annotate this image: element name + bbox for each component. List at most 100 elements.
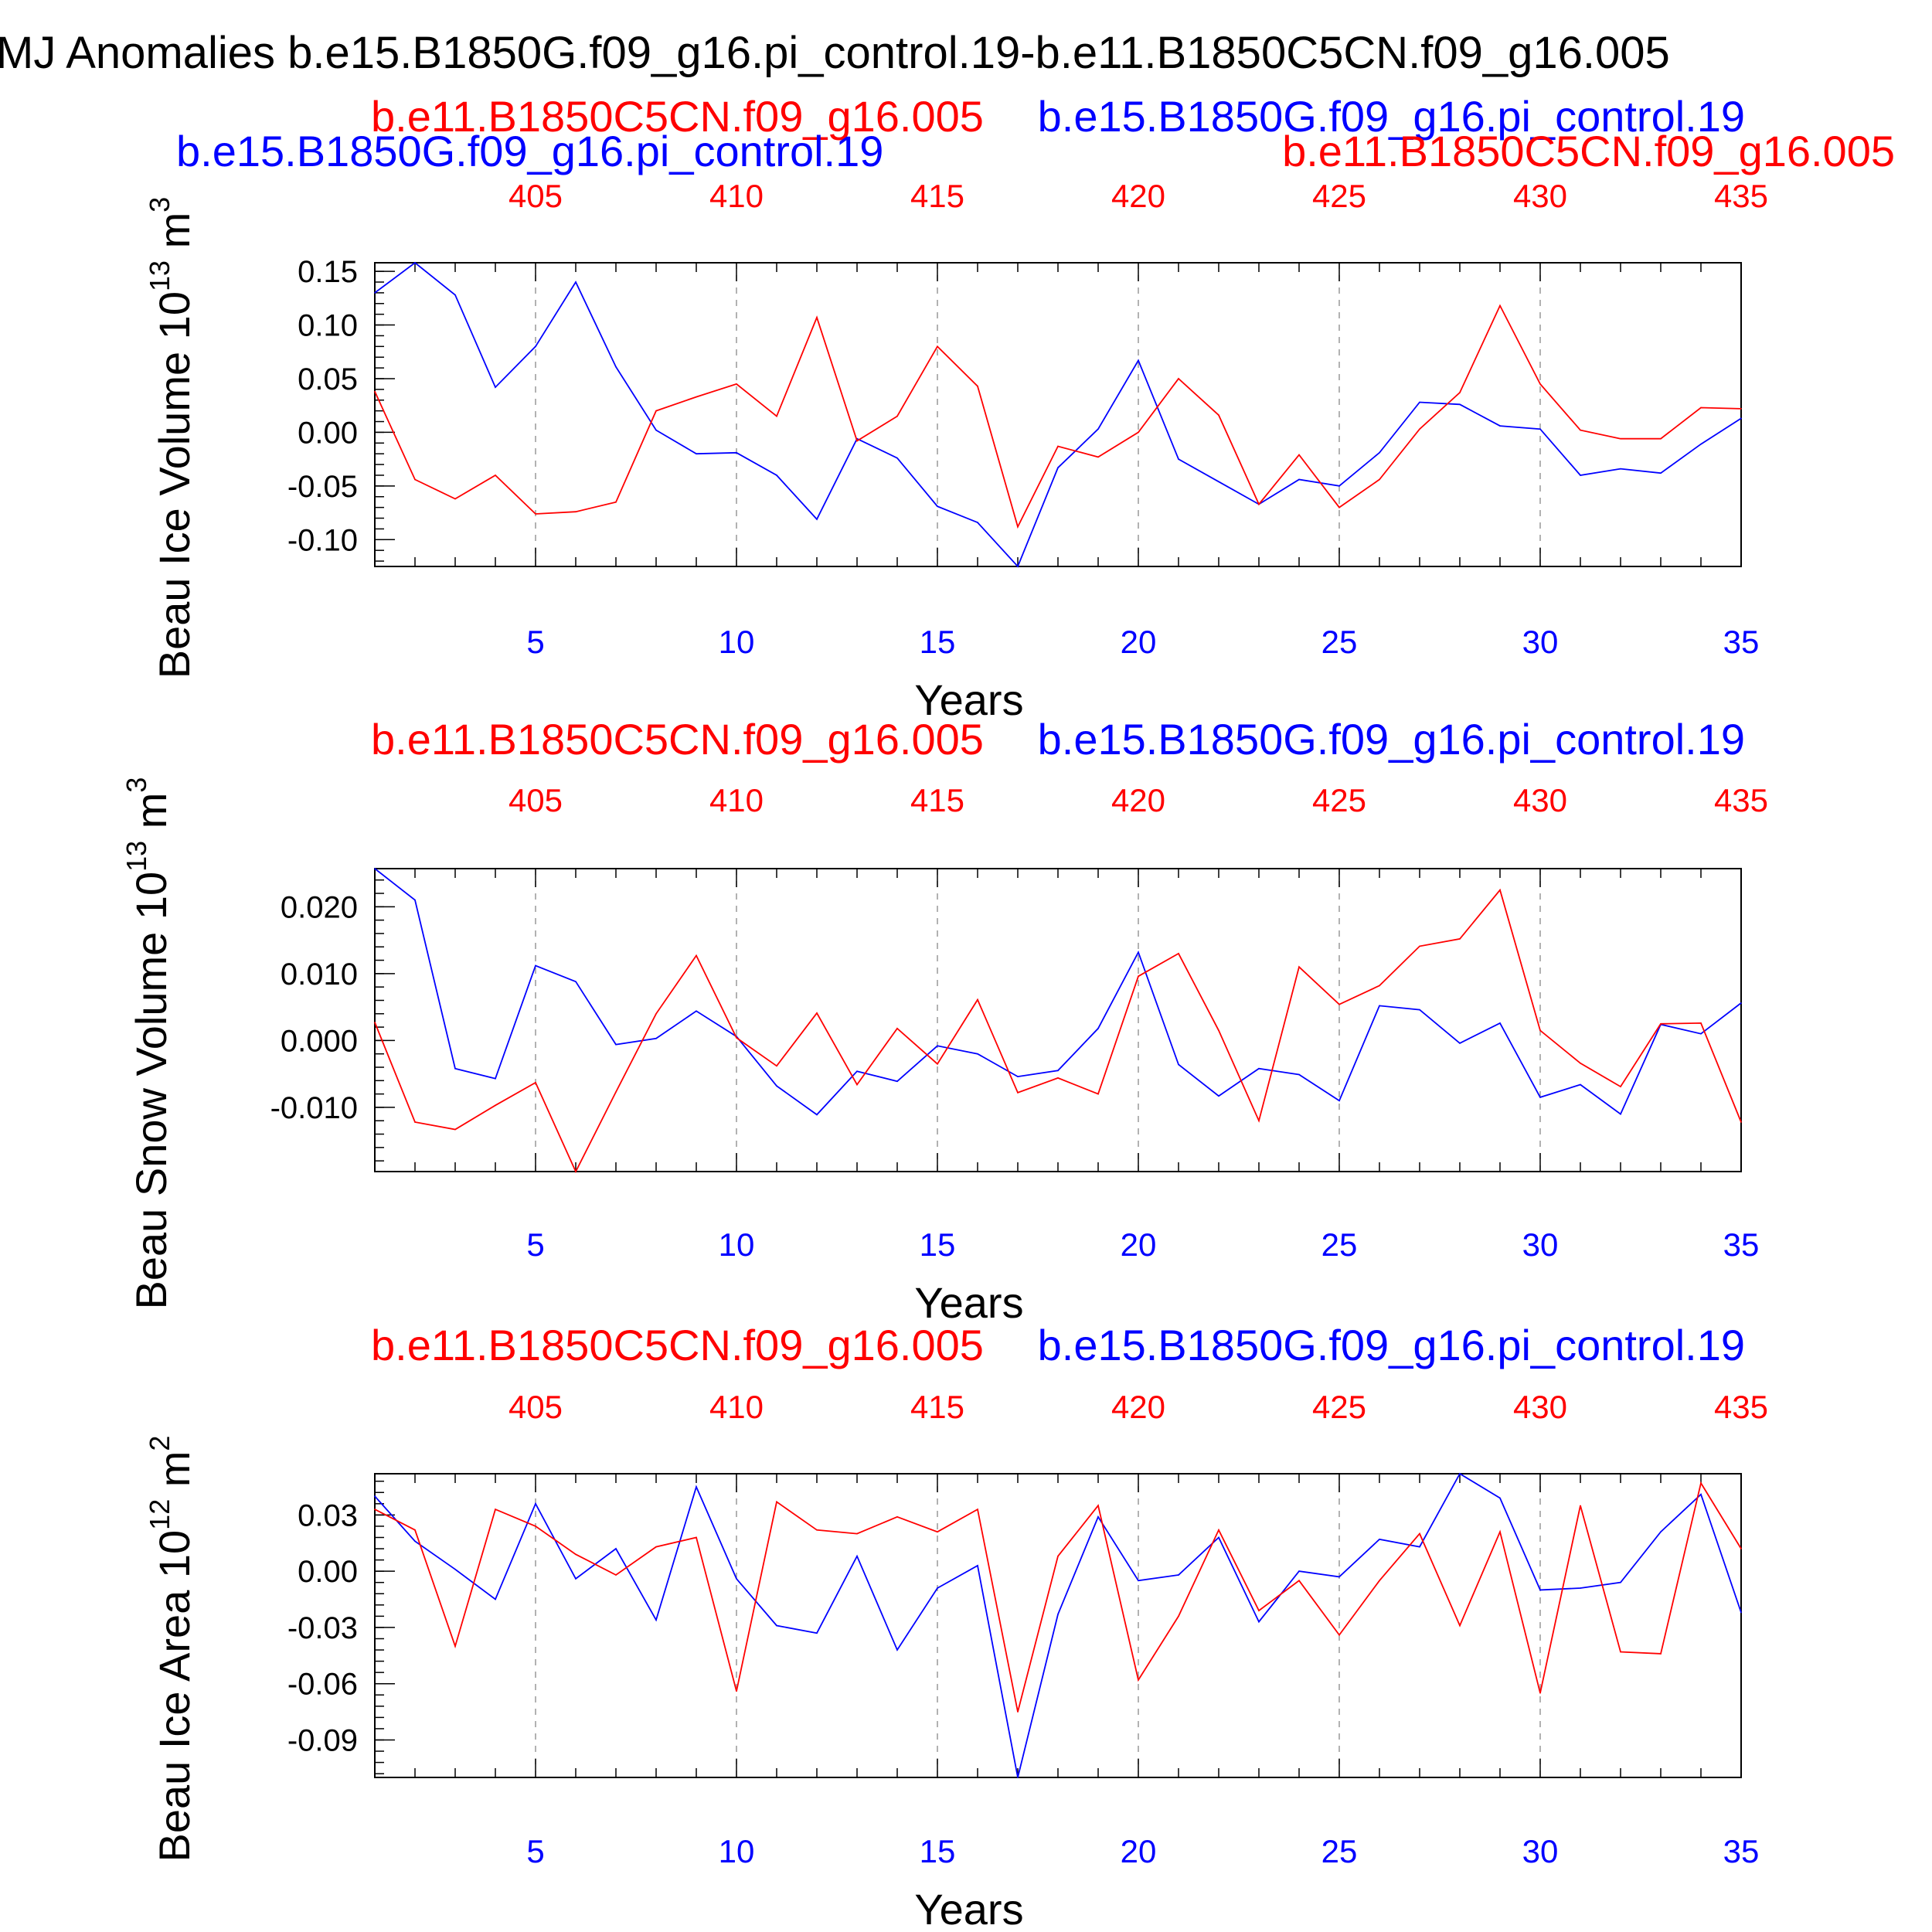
series-point-blue (696, 1486, 697, 1488)
x-tick-label-top: 430 (1513, 1389, 1567, 1425)
series-point-blue (575, 1578, 577, 1580)
x-tick-label-top: 430 (1513, 178, 1567, 214)
x-tick-label: 15 (920, 1833, 956, 1869)
series-point-blue (1057, 467, 1059, 469)
series-point-red (535, 513, 536, 515)
x-tick-label-top: 435 (1714, 178, 1768, 214)
series-point-red (1298, 966, 1300, 968)
series-point-red (1138, 975, 1139, 978)
series-point-red (1017, 1092, 1019, 1094)
series-point-blue (1660, 472, 1662, 474)
series-point-blue (1258, 1067, 1260, 1070)
series-point-blue (1740, 1611, 1742, 1614)
series-point-blue (374, 1495, 376, 1497)
series-point-blue (1539, 428, 1541, 430)
series-point-blue (856, 1555, 858, 1557)
series-point-blue (1338, 1100, 1340, 1102)
series-point-red (776, 1065, 777, 1067)
series-point-blue (414, 1540, 416, 1543)
series-point-red (1057, 1555, 1059, 1557)
series-point-blue (776, 1624, 777, 1627)
y-tick-label: -0.10 (287, 523, 358, 557)
series-point-red (615, 501, 617, 503)
series-point-blue (696, 453, 697, 454)
series-point-red (1700, 406, 1702, 409)
series-point-red (977, 1509, 978, 1510)
series-point-blue (414, 899, 416, 901)
series-point-blue (575, 981, 577, 983)
series-point-red (1017, 526, 1019, 528)
series-point-red (856, 1532, 858, 1535)
series-point-blue (937, 1587, 938, 1589)
series-point-blue (896, 1649, 898, 1651)
series-point-red (655, 410, 657, 412)
series-point-blue (615, 1043, 617, 1046)
series-point-red (977, 998, 978, 1001)
x-tick-label-top: 425 (1312, 782, 1366, 818)
series-point-red (1419, 945, 1420, 947)
series-point-blue (374, 868, 376, 869)
x-tick-label: 25 (1321, 1833, 1358, 1869)
x-tick-label-top: 415 (910, 782, 964, 818)
series-point-red (575, 1171, 577, 1172)
y-tick-label: -0.06 (287, 1668, 358, 1702)
series-point-red (615, 1091, 617, 1093)
series-point-red (736, 383, 737, 385)
x-tick-label: 35 (1723, 624, 1760, 660)
series-point-red (454, 1128, 456, 1131)
y-tick-label: -0.010 (270, 1091, 358, 1125)
plot-frame (374, 868, 1742, 1172)
series-point-red (495, 1509, 496, 1510)
legend-label-a: b.e15.B1850G.f09_g16.pi_control.19 (1038, 715, 1745, 764)
series-point-blue (937, 1045, 938, 1047)
y-tick-label: 0.000 (281, 1024, 358, 1058)
series-point-red (776, 1501, 777, 1503)
series-point-red (696, 1536, 697, 1539)
series-point-red (1258, 503, 1260, 505)
series-point-blue (1379, 451, 1380, 454)
series-point-red (1138, 1679, 1139, 1681)
x-tick-label-top: 405 (509, 782, 563, 818)
y-tick-label: -0.09 (287, 1723, 358, 1757)
series-point-blue (937, 505, 938, 508)
series-point-red (1580, 429, 1581, 431)
series-point-red (1097, 1093, 1099, 1095)
series-point-blue (1580, 1587, 1581, 1589)
series-point-red (776, 415, 777, 417)
series-point-blue (1459, 403, 1461, 406)
series-point-blue (736, 451, 737, 454)
series-point-red (1499, 889, 1501, 891)
series-point-blue (535, 345, 536, 348)
series-point-red (414, 1529, 416, 1531)
series-point-blue (816, 519, 818, 520)
series-point-red (535, 1082, 536, 1083)
series-point-red (1499, 304, 1501, 307)
series-point-red (495, 474, 496, 476)
x-tick-label: 20 (1121, 624, 1157, 660)
series-point-red (1017, 1711, 1019, 1713)
series-point-blue (816, 1632, 818, 1634)
x-tick-label: 10 (719, 1833, 755, 1869)
series-point-red (615, 1574, 617, 1576)
panel-snow-volume: 0.020 0.010 0.000 -0.010 5 405 10 410 15 415 20 420… (121, 715, 1768, 1327)
x-axis-title: Years (914, 1885, 1023, 1932)
series-point-blue (1539, 1097, 1541, 1098)
series-point-blue (776, 474, 777, 476)
series-point-blue (1057, 1614, 1059, 1615)
series-point-red (1620, 437, 1621, 440)
series-point-blue (1057, 1070, 1059, 1072)
x-tick-label: 30 (1522, 624, 1559, 660)
y-tick-label: 0.15 (298, 255, 358, 289)
series-line-blue (374, 1472, 1742, 1778)
x-tick-label-top: 420 (1111, 782, 1165, 818)
series-point-red (1218, 1529, 1219, 1531)
series-point-blue (816, 1114, 818, 1116)
series-point-red (1539, 1029, 1541, 1032)
series-point-blue (1459, 1473, 1461, 1475)
series-point-blue (655, 429, 657, 431)
series-point-blue (1298, 1570, 1300, 1572)
series-point-red (696, 396, 697, 398)
legend-label-a: b.e15.B1850G.f09_g16.pi_control.19 (1038, 1321, 1745, 1369)
series-point-red (736, 1690, 737, 1692)
x-tick-label: 25 (1321, 624, 1358, 660)
